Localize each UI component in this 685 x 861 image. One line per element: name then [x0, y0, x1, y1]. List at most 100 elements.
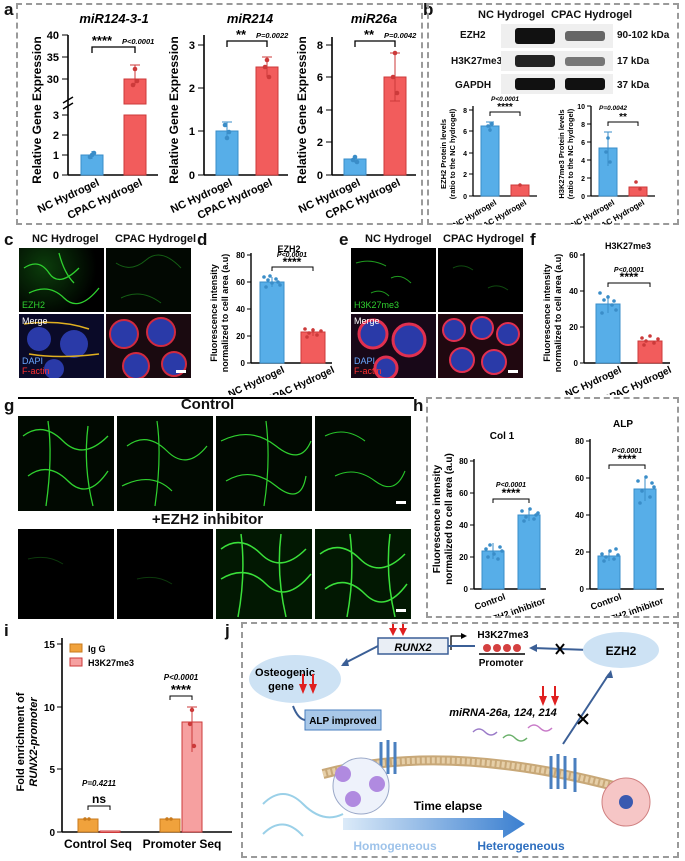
bar-inhibitor [517, 514, 541, 590]
ytick: 2 [53, 130, 59, 142]
blot-h3k [501, 51, 613, 71]
panel-g-frame [18, 397, 414, 619]
time-arrow [343, 810, 525, 838]
chart-mir124: miR124-3-1 Relative Gene Expression 40 3… [30, 11, 158, 222]
svg-text:0: 0 [463, 194, 467, 201]
svg-text:40: 40 [459, 521, 468, 530]
c-ezh2-cpac [106, 248, 191, 312]
panel-a-charts: miR124-3-1 Relative Gene Expression 40 3… [30, 11, 417, 222]
g-control-3 [216, 416, 312, 511]
sig-stars: ** [236, 27, 247, 42]
ytick: 0 [317, 170, 323, 182]
bar-promoter-igg [159, 818, 181, 833]
chart-title: miR26a [351, 11, 397, 26]
bar-cpac-bottom [123, 114, 147, 176]
p-value-2: P<0.0001 [164, 673, 199, 682]
e-header-nc: NC Hydrogel [365, 233, 432, 245]
xtick-control: Control Seq [64, 837, 132, 851]
alp-label: ALP improved [309, 716, 377, 727]
kda-ezh2: 90-102 kDa [617, 30, 670, 41]
methyl-marks [483, 644, 521, 652]
legend-h3k: H3K27me3 [88, 658, 134, 668]
svg-text:8: 8 [463, 108, 467, 115]
c-ezh2-nc: EZH2 [19, 248, 104, 312]
svg-text:Fluorescence intensity: Fluorescence intensity [432, 464, 443, 573]
panel-b-charts: EZH2 Protein levels (ratio to the NC hyd… [439, 96, 655, 224]
panel-h-charts: Fluorescence intensity normalized to cel… [432, 419, 665, 616]
h3k-label: H3K27me3 [477, 630, 529, 641]
ytick: 8 [317, 40, 323, 52]
scale-bar [176, 370, 186, 373]
svg-text:60: 60 [236, 278, 245, 287]
svg-text:2: 2 [581, 176, 585, 183]
chart-title: ALP [613, 419, 633, 430]
svg-text:20: 20 [459, 553, 468, 562]
p-value: P<0.0001 [496, 482, 526, 489]
svg-text:0: 0 [581, 194, 585, 201]
svg-text:normalized to cell area (a.u): normalized to cell area (a.u) [220, 254, 230, 373]
c-merge-nc: Merge DAPI F-actin [19, 314, 104, 378]
panel-letter-g: g [4, 396, 15, 415]
receptors-right [549, 754, 577, 792]
svg-text:40: 40 [569, 287, 578, 296]
ezh2-label: EZH2 [606, 644, 637, 658]
svg-text:10: 10 [44, 703, 56, 714]
c-header-cpac: CPAC Hydrogel [115, 233, 197, 245]
ns-label: ns [92, 792, 106, 806]
bar-control-igg [77, 818, 99, 833]
scale-bar [396, 609, 406, 612]
svg-text:4: 4 [463, 151, 467, 158]
y-axis-label: Relative Gene Expression [30, 36, 44, 183]
svg-text:Fluorescence intensity: Fluorescence intensity [209, 264, 219, 362]
panel-letter-e: e [339, 230, 349, 249]
chart-mir26a: miR26a Relative Gene Expression 8 6 4 2 … [295, 11, 417, 222]
p-value: P<0.0001 [612, 448, 642, 455]
e-label-factin: F-actin [354, 366, 382, 376]
y-axis-label: EZH2 Protein levels [439, 119, 448, 189]
y-axis-label: Relative Gene Expression [295, 36, 309, 183]
sig-stars: **** [618, 452, 637, 466]
bar-cpac [628, 186, 648, 197]
panel-letter-i: i [4, 621, 9, 640]
svg-text:2: 2 [463, 172, 467, 179]
svg-text:15: 15 [44, 640, 56, 651]
c-label-factin: F-actin [22, 366, 50, 376]
svg-text:60: 60 [575, 474, 584, 483]
bar-nc [480, 125, 500, 197]
svg-text:normalized to cell area (a.u): normalized to cell area (a.u) [553, 254, 563, 373]
panel-letter-f: f [530, 230, 536, 249]
wb-row-gapdh: GAPDH [455, 80, 492, 91]
svg-text:Control: Control [589, 591, 622, 611]
up-arrows-osteo [299, 674, 317, 694]
e-label-merge: Merge [354, 316, 380, 326]
svg-text:60: 60 [569, 251, 578, 260]
svg-text:0: 0 [241, 359, 246, 368]
svg-text:0: 0 [49, 828, 55, 839]
ytick: 0 [53, 170, 59, 182]
chart-title: miR214 [227, 11, 274, 26]
panel-letter-d: d [197, 230, 208, 249]
g-control-1 [18, 416, 114, 511]
ytick: 1 [53, 150, 59, 162]
panel-d-chart: EZH2 Fluorescence intensity normalized t… [209, 244, 336, 395]
legend-swatch-h3k [69, 657, 83, 667]
p-value-1: P=0.4211 [82, 779, 116, 788]
panel-a-frame [16, 3, 423, 225]
legend-igg: Ig G [88, 644, 106, 654]
p-value: P<0.0001 [614, 267, 644, 274]
homo-label: Homogeneous [353, 839, 437, 853]
c-header-nc: NC Hydrogel [32, 233, 99, 245]
svg-text:40: 40 [575, 511, 584, 520]
time-label: Time elapse [414, 799, 483, 813]
c-label-ezh2: EZH2 [22, 300, 46, 310]
osteo-label-1: Osteogenic [255, 667, 315, 679]
e-merge-nc: Merge DAPI F-actin [351, 314, 436, 378]
svg-text:8: 8 [581, 122, 585, 129]
sig-stars: **** [171, 682, 192, 697]
scale-bar [508, 370, 518, 373]
panel-f-chart: H3K27me3 Fluorescence intensity normaliz… [542, 241, 673, 395]
blot-ezh2 [501, 24, 613, 48]
svg-text:6: 6 [463, 129, 467, 136]
ytick: 3 [189, 40, 195, 52]
bar-control-h3k [99, 830, 121, 833]
